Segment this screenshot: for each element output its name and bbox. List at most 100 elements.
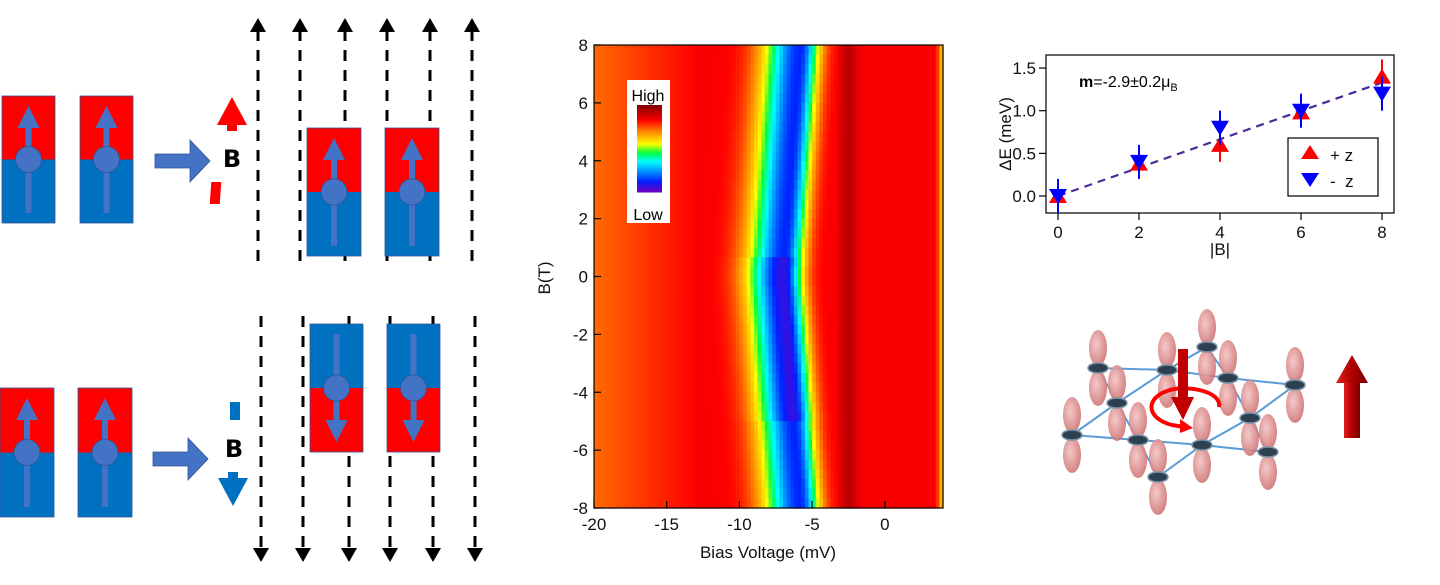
heatmap-cell: [913, 199, 919, 210]
heatmap-cell: [833, 122, 839, 133]
heatmap-cell: [906, 315, 911, 326]
heatmap-cell: [746, 315, 751, 326]
heatmap-cell: [815, 392, 820, 403]
heatmap-cell: [641, 218, 646, 229]
heatmap-cell: [859, 102, 864, 114]
heatmap-cell: [903, 122, 908, 133]
heatmap-cell: [703, 160, 708, 171]
heatmap-cell: [673, 440, 679, 451]
heatmap-cell: [750, 382, 755, 393]
heatmap-cell: [677, 498, 682, 509]
heatmap-cell: [877, 276, 882, 287]
heatmap-cell: [681, 228, 686, 239]
heatmap-cell: [633, 237, 639, 249]
heatmap-cell: [812, 170, 817, 181]
heatmap-cell: [713, 160, 719, 171]
heatmap-cell: [681, 218, 686, 229]
heatmap-cell: [906, 237, 911, 249]
heatmap-cell: [604, 170, 610, 181]
heatmap-cell: [884, 315, 890, 326]
heatmap-cell: [895, 247, 900, 258]
heatmap-cell: [597, 344, 602, 355]
heatmap-cell: [641, 430, 646, 442]
colorbar-cell: [637, 120, 662, 123]
heatmap-cell: [717, 372, 722, 384]
heatmap-cell: [823, 228, 828, 239]
heatmap-cell: [793, 54, 799, 65]
heatmap-cell: [866, 295, 871, 307]
heatmap-cell: [641, 459, 646, 471]
heatmap-cell: [630, 295, 635, 307]
lattice-bond: [1097, 367, 1159, 478]
heatmap-cell: [797, 372, 802, 384]
heatmap-cell: [615, 266, 621, 278]
heatmap-cell: [721, 392, 726, 403]
heatmap-cell: [779, 353, 784, 364]
heatmap-cell: [597, 257, 602, 268]
heatmap-cell: [750, 363, 755, 374]
heatmap-cell: [855, 488, 860, 499]
heatmap-cell: [677, 286, 682, 297]
heatmap-cell: [619, 266, 624, 278]
heatmap-cell: [648, 228, 653, 239]
heatmap-cell: [688, 228, 693, 239]
heatmap-cell: [739, 45, 744, 56]
heatmap-cell: [935, 450, 940, 461]
heatmap-cell: [732, 430, 737, 442]
heatmap-cell: [670, 411, 675, 422]
heatmap-cell: [728, 315, 733, 326]
heatmap-cell: [863, 257, 868, 268]
heatmap-cell: [608, 498, 613, 509]
heatmap-cell: [608, 257, 613, 268]
heatmap-cell: [833, 479, 839, 490]
heatmap-cell: [768, 286, 773, 297]
heatmap-cell: [932, 266, 937, 278]
heatmap-cell: [924, 189, 930, 200]
heatmap-cell: [750, 83, 755, 94]
heatmap-cell: [630, 382, 635, 393]
heatmap-cell: [906, 353, 911, 364]
heatmap-cell: [601, 421, 606, 432]
heatmap-cell: [870, 160, 875, 171]
heatmap-cell: [906, 401, 911, 413]
heatmap-cell: [790, 450, 795, 461]
heatmap-cell: [717, 54, 722, 65]
heatmap-cell: [721, 286, 726, 297]
heatmap-cell: [815, 189, 820, 200]
heatmap-cell: [903, 266, 908, 278]
x-tick-label: 8: [1377, 223, 1386, 242]
heatmap-cell: [750, 151, 755, 162]
heatmap-cell: [804, 247, 810, 258]
heatmap-cell: [772, 421, 777, 432]
heatmap-cell: [655, 334, 661, 345]
heatmap-cell: [648, 218, 653, 229]
heatmap-cell: [910, 45, 915, 56]
heatmap-cell: [703, 199, 708, 210]
heatmap-cell: [881, 266, 886, 278]
heatmap-cell: [673, 286, 679, 297]
heatmap-cell: [844, 102, 850, 114]
heatmap-cell: [877, 218, 882, 229]
heatmap-cell: [841, 122, 846, 133]
heatmap-cell: [735, 102, 741, 114]
heatmap-cell: [695, 498, 701, 509]
heatmap-cell: [728, 440, 733, 451]
heatmap-cell: [932, 440, 937, 451]
heatmap-cell: [703, 151, 708, 162]
heatmap-cell: [917, 93, 922, 104]
heatmap-cell: [903, 295, 908, 307]
heatmap-cell: [655, 276, 661, 287]
heatmap-cell: [594, 363, 599, 374]
heatmap-cell: [939, 73, 944, 85]
heatmap-cell: [655, 440, 661, 451]
heatmap-cell: [630, 64, 635, 75]
heatmap-cell: [692, 334, 697, 345]
heatmap-cell: [630, 469, 635, 480]
magnet: [384, 127, 440, 257]
heatmap-cell: [673, 64, 679, 75]
heatmap-cell: [815, 334, 820, 345]
heatmap-cell: [703, 440, 708, 451]
heatmap-cell: [641, 295, 646, 307]
orbital-lobe-bottom: [1286, 387, 1304, 423]
heatmap-cell: [673, 430, 679, 442]
